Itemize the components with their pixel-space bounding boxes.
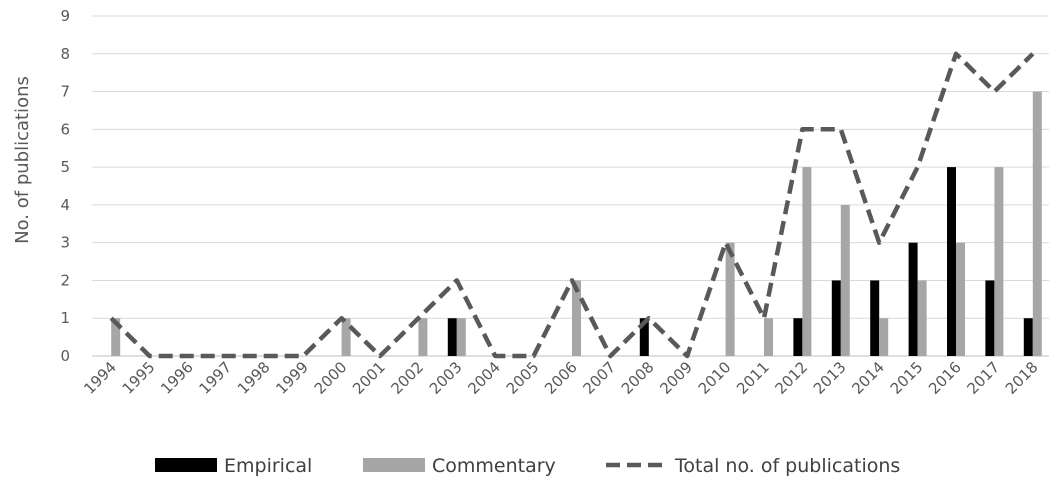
bar-commentary-2016 (956, 242, 965, 356)
x-tick-label-2018: 2018 (1002, 358, 1042, 398)
line-total-publications (109, 51, 1035, 359)
bar-empirical-2016 (947, 167, 956, 356)
bar-commentary-2000 (341, 318, 351, 356)
bar-empirical-2018 (1023, 318, 1033, 356)
gridlines (92, 15, 1049, 357)
x-tick-label-2010: 2010 (695, 358, 735, 398)
bar-empirical-2008 (639, 318, 649, 356)
legend-label-total: Total no. of publications (674, 455, 900, 477)
x-tick-label-1995: 1995 (119, 358, 159, 398)
bar-commentary-2014 (879, 318, 889, 356)
x-tick-label-2011: 2011 (733, 358, 773, 398)
legend-swatch-empirical (155, 458, 217, 472)
bar-commentary-2017 (994, 167, 1004, 356)
x-tick-label-1998: 1998 (234, 358, 274, 398)
y-tick-label-8: 8 (60, 45, 70, 63)
bars (111, 91, 1042, 357)
y-tick-label-2: 2 (60, 271, 70, 289)
y-axis-ticks: 0 1 2 3 4 5 6 7 8 9 (60, 7, 70, 365)
x-tick-label-2007: 2007 (579, 358, 619, 398)
y-tick-label-6: 6 (60, 120, 70, 138)
x-tick-label-2015: 2015 (887, 358, 927, 398)
x-tick-label-1999: 1999 (272, 358, 312, 398)
bar-empirical-2014 (870, 280, 880, 356)
y-tick-label-7: 7 (60, 83, 70, 101)
x-tick-label-1997: 1997 (195, 358, 235, 398)
bar-empirical-2003 (447, 318, 457, 356)
bar-commentary-2015 (917, 280, 927, 356)
x-tick-label-2009: 2009 (656, 358, 696, 398)
x-tick-label-2008: 2008 (618, 358, 658, 398)
legend-label-empirical: Empirical (224, 455, 312, 477)
bar-empirical-2015 (908, 242, 918, 356)
legend: Empirical Commentary Total no. of public… (155, 455, 900, 477)
legend-label-commentary: Commentary (432, 455, 556, 477)
y-tick-label-4: 4 (60, 196, 70, 214)
y-tick-label-3: 3 (60, 234, 70, 252)
total-line (109, 51, 1035, 359)
x-tick-label-2000: 2000 (311, 358, 351, 398)
x-tick-label-2004: 2004 (464, 358, 504, 398)
x-tick-label-2014: 2014 (848, 358, 888, 398)
x-tick-label-2005: 2005 (503, 358, 543, 398)
x-tick-label-2002: 2002 (387, 358, 427, 398)
x-axis-ticks: 1994199519961997199819992000200120022003… (80, 358, 1041, 398)
bar-commentary-2018 (1032, 91, 1042, 357)
y-axis-title: No. of publications (12, 76, 33, 244)
bar-commentary-2010 (725, 242, 735, 356)
y-tick-label-9: 9 (60, 7, 70, 25)
bar-commentary-1994 (111, 318, 121, 356)
x-tick-label-2017: 2017 (963, 358, 1003, 398)
y-tick-label-0: 0 (60, 347, 70, 365)
bar-commentary-2003 (456, 318, 466, 356)
bar-empirical-2017 (985, 280, 995, 356)
bar-empirical-2012 (793, 318, 803, 356)
legend-swatch-commentary (363, 458, 425, 472)
bar-empirical-2013 (831, 280, 841, 356)
x-tick-label-2012: 2012 (771, 358, 811, 398)
bar-commentary-2013 (840, 204, 850, 356)
bar-commentary-2002 (418, 318, 428, 356)
x-tick-label-2016: 2016 (925, 358, 965, 398)
x-tick-label-1994: 1994 (80, 358, 120, 398)
x-tick-label-2003: 2003 (426, 358, 466, 398)
bar-commentary-2006 (572, 280, 581, 356)
bar-commentary-2011 (764, 318, 773, 356)
y-tick-label-5: 5 (60, 158, 70, 176)
bar-commentary-2012 (802, 167, 812, 356)
x-tick-label-2006: 2006 (541, 358, 581, 398)
x-tick-label-2013: 2013 (810, 358, 850, 398)
x-tick-label-1996: 1996 (157, 358, 197, 398)
x-tick-label-2001: 2001 (349, 358, 389, 398)
y-tick-label-1: 1 (60, 309, 70, 327)
